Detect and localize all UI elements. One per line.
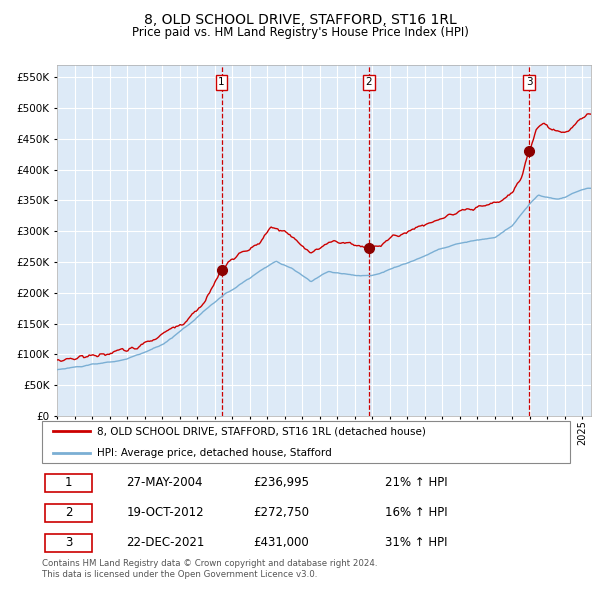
- FancyBboxPatch shape: [44, 504, 92, 522]
- FancyBboxPatch shape: [44, 474, 92, 492]
- Text: 8, OLD SCHOOL DRIVE, STAFFORD, ST16 1RL: 8, OLD SCHOOL DRIVE, STAFFORD, ST16 1RL: [143, 13, 457, 27]
- Text: 21% ↑ HPI: 21% ↑ HPI: [385, 476, 448, 489]
- Text: 27-MAY-2004: 27-MAY-2004: [127, 476, 203, 489]
- Text: 19-OCT-2012: 19-OCT-2012: [127, 506, 204, 519]
- Text: 16% ↑ HPI: 16% ↑ HPI: [385, 506, 448, 519]
- Text: HPI: Average price, detached house, Stafford: HPI: Average price, detached house, Staf…: [97, 448, 332, 457]
- Text: £431,000: £431,000: [253, 536, 309, 549]
- Text: 3: 3: [526, 77, 533, 87]
- Text: 8, OLD SCHOOL DRIVE, STAFFORD, ST16 1RL (detached house): 8, OLD SCHOOL DRIVE, STAFFORD, ST16 1RL …: [97, 427, 427, 436]
- FancyBboxPatch shape: [42, 421, 570, 463]
- Text: 2: 2: [65, 506, 72, 519]
- Text: 1: 1: [218, 77, 225, 87]
- FancyBboxPatch shape: [44, 533, 92, 552]
- Text: 22-DEC-2021: 22-DEC-2021: [127, 536, 205, 549]
- Text: 1: 1: [65, 476, 72, 489]
- Text: £272,750: £272,750: [253, 506, 309, 519]
- Text: £236,995: £236,995: [253, 476, 309, 489]
- Text: 31% ↑ HPI: 31% ↑ HPI: [385, 536, 448, 549]
- Text: Contains HM Land Registry data © Crown copyright and database right 2024.
This d: Contains HM Land Registry data © Crown c…: [42, 559, 377, 579]
- Text: 3: 3: [65, 536, 72, 549]
- Text: Price paid vs. HM Land Registry's House Price Index (HPI): Price paid vs. HM Land Registry's House …: [131, 26, 469, 39]
- Text: 2: 2: [365, 77, 372, 87]
